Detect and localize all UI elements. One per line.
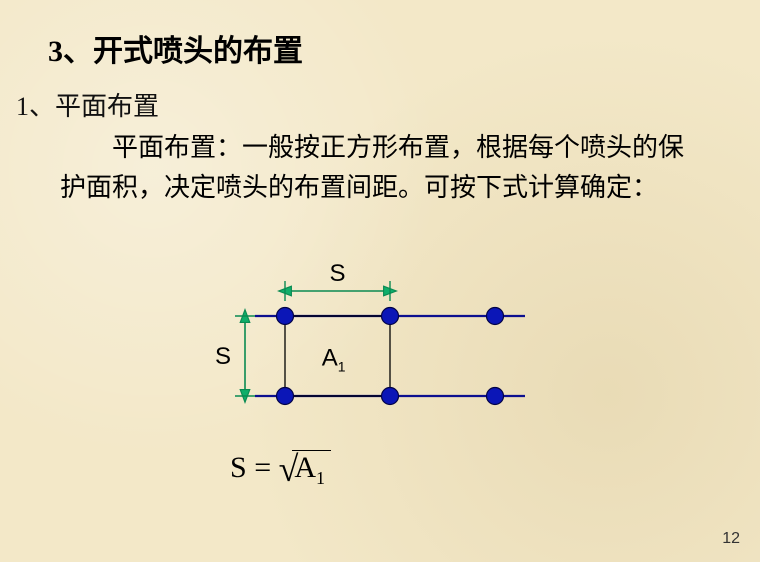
page-number: 12	[722, 530, 740, 548]
formula-spacing: S = √A1	[230, 448, 331, 490]
formula-lhs: S	[230, 451, 247, 484]
svg-text:S: S	[329, 260, 345, 287]
sprinkler-layout-diagram: S S A1	[215, 256, 535, 426]
body-paragraph: 平面布置：一般按正方形布置，根据每个喷头的保护面积，决定喷头的布置间距。可按下式…	[60, 128, 700, 208]
slide-title: 3、开式喷头的布置	[48, 26, 303, 70]
subheading-1: 1、平面布置	[16, 86, 159, 123]
svg-text:A1: A1	[322, 345, 346, 375]
svg-text:S: S	[215, 343, 231, 370]
formula-radicand: A1	[292, 450, 331, 484]
formula-eq: =	[247, 451, 279, 484]
